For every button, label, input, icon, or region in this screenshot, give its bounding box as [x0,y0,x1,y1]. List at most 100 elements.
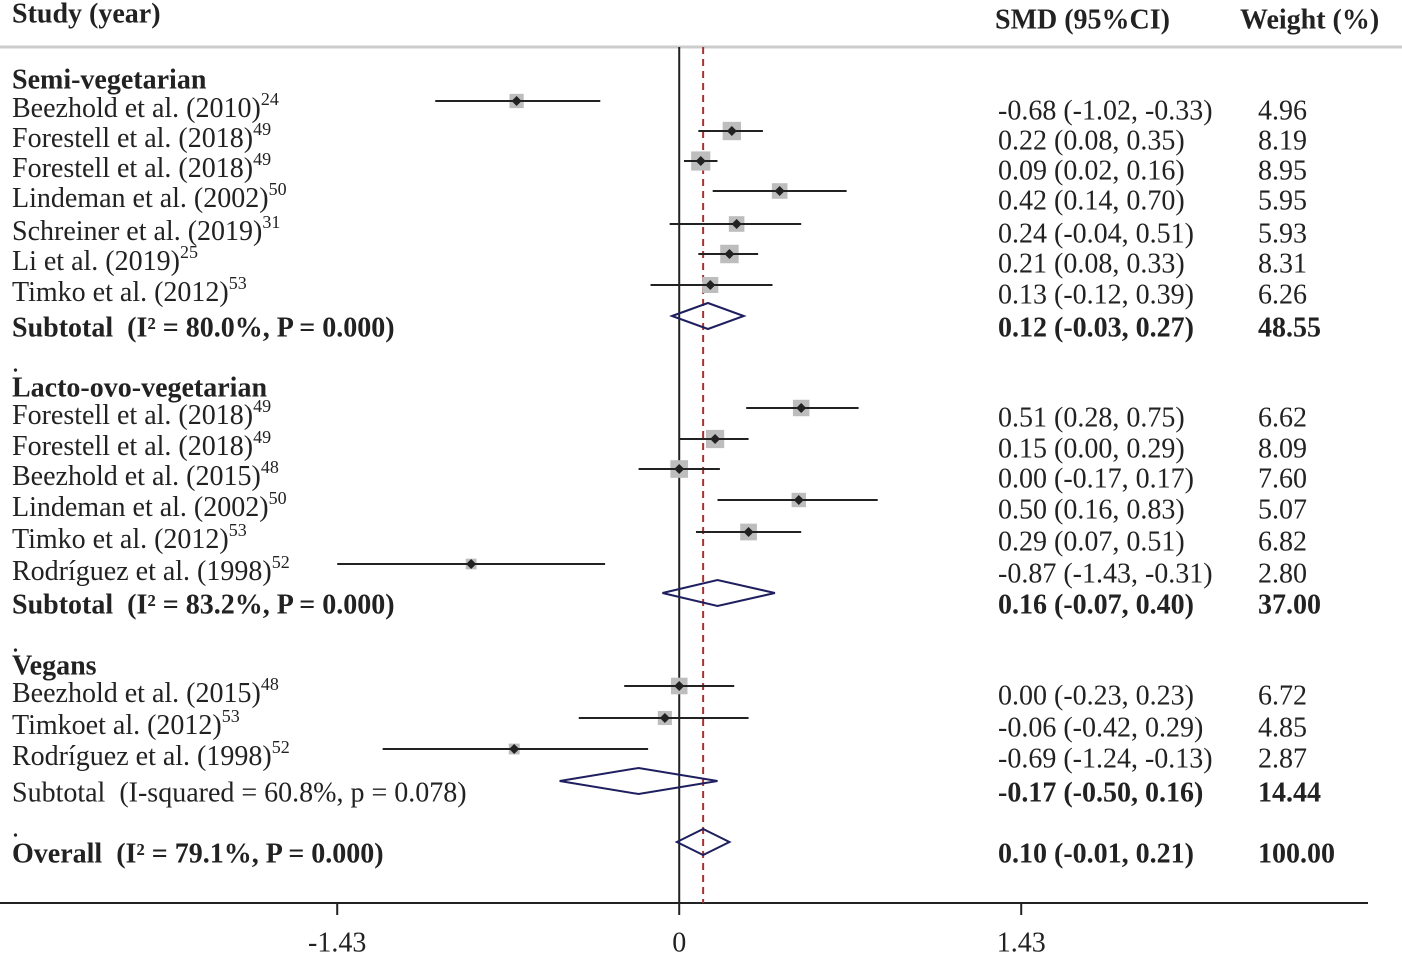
study-ref: 49 [253,149,271,169]
study-estimate: -0.68 (-1.02, -0.33) [998,95,1213,126]
study-ref: 52 [272,552,290,572]
study-ref: 49 [253,396,271,416]
study-weight: 8.31 [1258,248,1307,279]
study-estimate: 0.51 (0.28, 0.75) [998,402,1185,433]
study-estimate: 0.15 (0.00, 0.29) [998,433,1185,464]
header-study: Study (year) [12,0,161,29]
study-estimate: 0.09 (0.02, 0.16) [998,155,1185,186]
study-label: Beezhold et al. (2015)48 [12,674,279,709]
study-label: Schreiner et al. (2019)31 [12,212,280,247]
study-label: Beezhold et al. (2010)24 [12,89,279,124]
point-estimate [793,495,804,505]
study-estimate: 0.22 (0.08, 0.35) [998,125,1185,156]
separator: . [12,812,19,843]
study-estimate: 0.50 (0.16, 0.83) [998,494,1185,525]
summary-label: Subtotal (I² = 83.2%, P = 0.000) [12,589,395,620]
summary-weight: 48.55 [1258,312,1321,343]
study-label: Forestell et al. (2018)49 [12,149,271,184]
study-estimate: -0.87 (-1.43, -0.31) [998,558,1213,589]
study-name: Forestell et al. (2018) [12,400,253,431]
summary-estimate: -0.17 (-0.50, 0.16) [998,777,1203,808]
study-ref: 50 [269,488,287,508]
study-name: Forestell et al. (2018) [12,431,253,462]
point-estimate [659,713,670,723]
point-estimate [731,219,742,229]
study-label: Forestell et al. (2018)49 [12,396,271,431]
study-name: Lindeman et al. (2002) [12,492,269,523]
study-weight: 5.07 [1258,494,1307,525]
study-name: Forestell et al. (2018) [12,123,253,154]
study-weight: 6.82 [1258,526,1307,557]
study-weight: 4.96 [1258,95,1307,126]
study-weight: 6.26 [1258,279,1307,310]
study-ref: 48 [261,674,279,694]
study-name: Timko et al. (2012) [12,277,229,308]
study-ref: 53 [229,273,247,293]
study-label: Beezhold et al. (2015)48 [12,457,279,492]
study-weight: 6.62 [1258,402,1307,433]
summary-estimate: 0.12 (-0.03, 0.27) [998,312,1194,343]
study-label: Li et al. (2019)25 [12,242,198,277]
point-estimate [511,96,522,106]
study-ref: 25 [180,242,198,262]
study-ref: 52 [272,737,290,757]
study-estimate: 0.24 (-0.04, 0.51) [998,218,1194,249]
group-label: Semi-vegetarian [12,64,207,95]
study-label: Lindeman et al. (2002)50 [12,488,287,523]
separator: . [12,347,19,378]
summary-diamond [669,301,747,331]
study-label: Lindeman et al. (2002)50 [12,179,287,214]
study-weight: 7.60 [1258,463,1307,494]
study-name: Beezhold et al. (2010) [12,93,261,124]
point-estimate [774,186,785,196]
summary-estimate: 0.10 (-0.01, 0.21) [998,838,1194,869]
header-estimate: SMD (95%CI) [995,4,1170,35]
point-estimate [509,744,520,754]
study-estimate: 0.13 (-0.12, 0.39) [998,279,1194,310]
study-ref: 24 [261,89,279,109]
study-weight: 4.85 [1258,712,1307,743]
study-label: Timkoet al. (2012)53 [12,706,240,741]
study-estimate: 0.29 (0.07, 0.51) [998,526,1185,557]
study-weight: 8.09 [1258,433,1307,464]
study-estimate: 0.21 (0.08, 0.33) [998,248,1185,279]
group-label: Vegans [12,650,97,681]
point-estimate [674,681,685,691]
study-name: Rodríguez et al. (1998) [12,556,272,587]
study-weight: 8.19 [1258,125,1307,156]
separator: . [12,627,19,658]
study-name: Timkoet al. (2012) [12,710,222,741]
point-estimate [705,280,716,290]
summary-diamond [662,578,776,608]
summary-weight: 37.00 [1258,589,1321,620]
study-label: Rodríguez et al. (1998)52 [12,737,290,772]
study-ref: 31 [262,212,280,232]
x-tick-label: 1.43 [997,927,1046,958]
study-name: Beezhold et al. (2015) [12,461,261,492]
summary-label: Subtotal (I-squared = 60.8%, p = 0.078) [12,777,467,808]
point-estimate [466,559,477,569]
point-estimate [743,527,754,537]
point-estimate [796,403,807,413]
study-ref: 49 [253,119,271,139]
summary-weight: 100.00 [1258,838,1335,869]
study-weight: 5.95 [1258,185,1307,216]
study-estimate: 0.42 (0.14, 0.70) [998,185,1185,216]
point-estimate [724,249,735,259]
study-weight: 6.72 [1258,680,1307,711]
study-label: Timko et al. (2012)53 [12,520,247,555]
study-weight: 5.93 [1258,218,1307,249]
study-estimate: 0.00 (-0.23, 0.23) [998,680,1194,711]
summary-label: Subtotal (I² = 80.0%, P = 0.000) [12,312,395,343]
study-ref: 53 [222,706,240,726]
study-ref: 50 [269,179,287,199]
study-name: Lindeman et al. (2002) [12,183,269,214]
study-name: Rodríguez et al. (1998) [12,741,272,772]
summary-weight: 14.44 [1258,777,1321,808]
summary-diamond [674,827,732,857]
study-label: Forestell et al. (2018)49 [12,427,271,462]
point-estimate [674,464,685,474]
point-estimate [726,126,737,136]
point-estimate [710,434,721,444]
summary-estimate: 0.16 (-0.07, 0.40) [998,589,1194,620]
